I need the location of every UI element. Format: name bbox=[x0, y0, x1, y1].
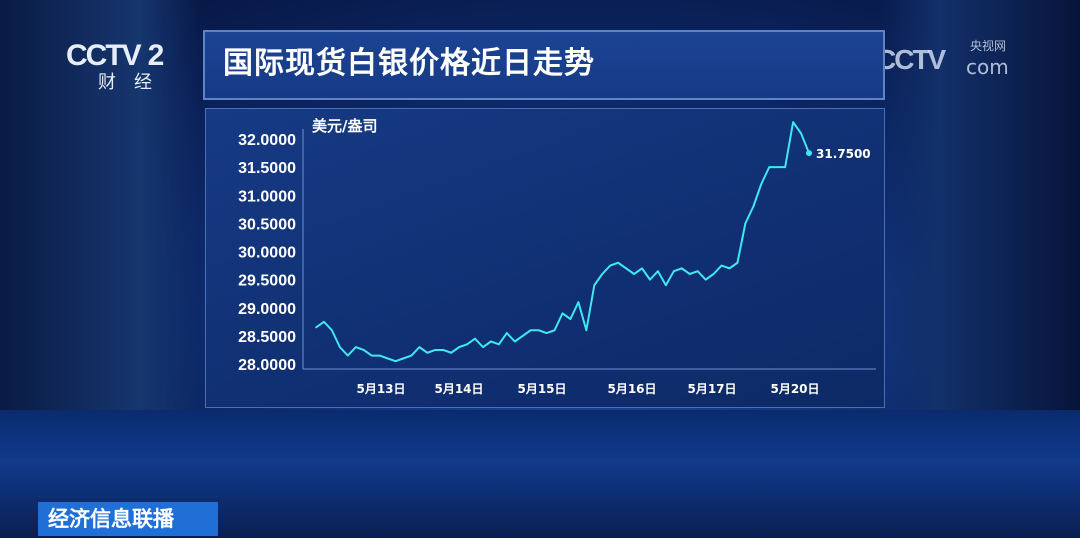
price-point bbox=[784, 166, 786, 168]
price-point bbox=[442, 349, 445, 351]
price-point bbox=[402, 357, 405, 360]
x-tick-label: 5月20日 bbox=[770, 382, 819, 396]
price-point bbox=[370, 354, 373, 357]
y-tick-label: 32.0000 bbox=[238, 132, 296, 149]
y-tick-label: 30.5000 bbox=[238, 216, 296, 233]
price-point bbox=[625, 267, 627, 270]
y-tick-label: 30.0000 bbox=[238, 245, 296, 262]
y-tick-label: 28.5000 bbox=[238, 329, 296, 346]
price-point bbox=[720, 264, 723, 267]
channel-logo: CCTV 2 财经 bbox=[66, 40, 170, 94]
price-point bbox=[665, 284, 667, 287]
price-point bbox=[331, 329, 333, 332]
x-tick-label: 5月15日 bbox=[517, 382, 566, 396]
price-point bbox=[593, 284, 596, 287]
price-point bbox=[323, 321, 325, 323]
price-point bbox=[688, 273, 691, 275]
price-point bbox=[394, 360, 397, 362]
price-point bbox=[776, 166, 778, 168]
y-tick-label: 28.0000 bbox=[238, 357, 296, 374]
price-point bbox=[712, 273, 715, 275]
price-point bbox=[744, 222, 747, 225]
logo-channel-number: 2 bbox=[147, 39, 165, 72]
price-point bbox=[474, 337, 476, 340]
y-tick-label: 31.0000 bbox=[238, 188, 296, 205]
chart-panel: 32.0000 31.5000 31.0000 30.5000 30.0000 29.50… bbox=[205, 108, 885, 408]
price-point bbox=[680, 267, 683, 270]
price-point bbox=[450, 351, 452, 354]
price-point bbox=[545, 332, 548, 334]
price-point bbox=[466, 343, 468, 346]
price-point bbox=[354, 346, 357, 348]
x-tick-label: 5月14日 bbox=[434, 382, 483, 396]
program-banner: 经济信息联播 bbox=[38, 502, 218, 536]
x-tick-label: 5月17日 bbox=[687, 382, 736, 396]
price-point bbox=[752, 205, 755, 208]
price-point bbox=[458, 346, 460, 348]
price-point bbox=[704, 278, 707, 281]
price-point bbox=[315, 326, 317, 329]
price-point bbox=[657, 270, 659, 272]
price-point bbox=[410, 354, 413, 357]
price-point bbox=[601, 273, 604, 275]
price-point bbox=[498, 343, 500, 346]
price-point bbox=[482, 346, 484, 348]
price-point bbox=[378, 354, 381, 357]
price-point bbox=[673, 270, 675, 272]
price-point bbox=[617, 261, 619, 264]
price-point bbox=[649, 278, 651, 281]
price-point bbox=[633, 273, 635, 275]
price-point bbox=[577, 301, 580, 303]
price-point bbox=[490, 340, 492, 343]
price-point bbox=[696, 270, 699, 272]
y-tick-label: 29.5000 bbox=[238, 273, 296, 290]
price-point bbox=[553, 329, 556, 332]
price-point bbox=[792, 121, 794, 123]
cctv-com-watermark: CCTV 央视网 com bbox=[876, 40, 1026, 84]
price-point bbox=[521, 335, 524, 337]
price-line bbox=[315, 121, 810, 363]
price-point bbox=[506, 332, 508, 334]
y-tick-label: 29.0000 bbox=[238, 301, 296, 318]
silver-price-chart: 32.0000 31.5000 31.0000 30.5000 30.0000 29.50… bbox=[238, 117, 876, 396]
price-point bbox=[362, 349, 365, 351]
headline: 国际现货白银价格近日走势 bbox=[223, 46, 595, 81]
x-tick-label: 5月13日 bbox=[356, 382, 405, 396]
logo-brand: CCTV bbox=[66, 39, 142, 72]
price-point bbox=[561, 312, 564, 315]
last-price-marker bbox=[806, 150, 812, 157]
price-point bbox=[386, 357, 389, 360]
price-point bbox=[339, 346, 341, 348]
watermark-name: 央视网 bbox=[970, 39, 1007, 53]
price-point bbox=[434, 349, 437, 351]
y-tick-label: 31.5000 bbox=[238, 160, 296, 177]
last-price-label: 31.7500 bbox=[816, 147, 871, 161]
price-point bbox=[569, 318, 572, 320]
y-axis-unit-label: 美元/盎司 bbox=[312, 117, 377, 135]
price-point bbox=[426, 351, 429, 354]
price-point bbox=[641, 267, 643, 270]
price-point bbox=[800, 132, 802, 135]
price-point bbox=[768, 166, 771, 168]
price-point bbox=[513, 340, 516, 343]
watermark-brand: CCTV bbox=[876, 44, 946, 75]
price-point bbox=[418, 346, 421, 348]
price-point bbox=[585, 329, 588, 332]
headline-bar: 国际现货白银价格近日走势 bbox=[203, 30, 885, 100]
price-point bbox=[537, 329, 540, 332]
price-point bbox=[760, 183, 763, 185]
price-point bbox=[728, 267, 731, 270]
price-point bbox=[347, 354, 349, 357]
price-point bbox=[609, 264, 612, 267]
watermark-domain: com bbox=[966, 55, 1009, 79]
x-tick-label: 5月16日 bbox=[607, 382, 656, 396]
price-point bbox=[736, 261, 739, 264]
price-point bbox=[529, 329, 532, 332]
logo-channel-name: 财经 bbox=[98, 72, 170, 93]
